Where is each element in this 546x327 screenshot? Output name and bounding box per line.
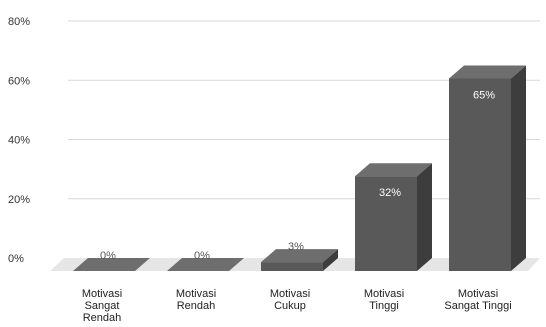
x-category-label: Motivasi Rendah [176,288,216,312]
x-category-label: Motivasi Tinggi [364,288,404,312]
bar-side [323,249,338,271]
bars [73,65,526,271]
x-category-label: Motivasi Sangat Rendah [82,288,122,324]
data-label: 3% [288,241,304,253]
x-axis-categories: Motivasi Sangat Rendah Motivasi Rendah Motiva… [82,288,512,324]
x-category-label: Motivasi Cukup [270,288,310,312]
bar [449,65,526,271]
bar-front [261,262,323,271]
bar-top [261,249,338,263]
bar-front [449,78,511,271]
bar [73,258,150,271]
bar [167,258,244,271]
data-label: 65% [473,89,495,101]
bar [355,163,432,271]
y-tick-label: 60% [8,75,30,87]
y-tick-label: 0% [8,253,24,265]
y-tick-label: 80% [8,16,30,28]
data-label: 32% [379,187,401,199]
bar [261,249,338,271]
data-label: 0% [100,250,116,262]
data-label: 0% [194,250,210,262]
bar-top [449,65,526,79]
data-labels: 0% 0% 3% 32% 65% [100,89,495,262]
bar-top [167,258,244,271]
bar-side [511,65,526,271]
y-axis: 0% 20% 40% 60% 80% [8,16,30,265]
bar-top [73,258,150,271]
y-tick-label: 40% [8,135,30,147]
bar-side [417,163,432,271]
bar-front [355,176,417,271]
x-category-label: Motivasi Sangat Tinggi [444,288,511,312]
bar-top [355,163,432,177]
y-tick-label: 20% [8,194,30,206]
